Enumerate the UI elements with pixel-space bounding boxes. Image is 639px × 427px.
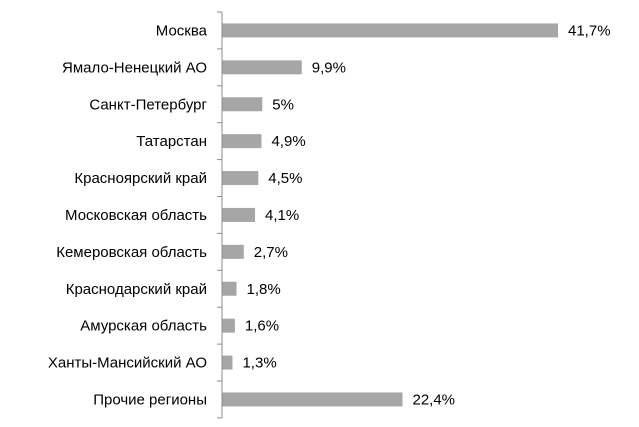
category-label: Кемеровская область bbox=[56, 244, 207, 261]
value-label: 5% bbox=[272, 96, 294, 113]
bar bbox=[222, 134, 262, 149]
bar bbox=[222, 392, 403, 407]
category-label: Санкт-Петербург bbox=[89, 96, 207, 113]
bar bbox=[222, 207, 256, 222]
category-label: Москва bbox=[156, 22, 208, 39]
bar bbox=[222, 23, 558, 38]
value-label: 22,4% bbox=[412, 391, 455, 408]
category-labels: Москва Ямало-Ненецкий АО Санкт-Петербург Та… bbox=[48, 22, 208, 408]
bar bbox=[222, 318, 235, 333]
value-labels: 41,7% 9,9% 5% 4,9% 4,5% 4,1% 2,7% 1,8% 1,6% 1,3% 2… bbox=[242, 22, 610, 408]
category-label: Краснодарский край bbox=[66, 281, 207, 298]
value-label: 1,3% bbox=[242, 355, 276, 372]
category-label: Татарстан bbox=[136, 133, 207, 150]
category-label: Красноярский край bbox=[74, 170, 207, 187]
value-label: 41,7% bbox=[568, 22, 611, 39]
value-label: 4,9% bbox=[271, 133, 305, 150]
bar bbox=[222, 60, 302, 75]
value-label: 1,6% bbox=[245, 318, 279, 335]
value-label: 4,1% bbox=[265, 207, 299, 224]
value-label: 2,7% bbox=[254, 244, 288, 261]
value-label: 4,5% bbox=[268, 170, 302, 187]
bars bbox=[222, 23, 558, 407]
category-label: Амурская область bbox=[80, 318, 207, 335]
category-label: Московская область bbox=[65, 207, 207, 224]
value-label: 1,8% bbox=[247, 281, 281, 298]
bar bbox=[222, 97, 263, 112]
category-label: Прочие регионы bbox=[93, 391, 207, 408]
bar bbox=[222, 355, 233, 370]
bar bbox=[222, 244, 244, 259]
bar bbox=[222, 171, 259, 186]
value-label: 9,9% bbox=[312, 59, 346, 76]
category-label: Ямало-Ненецкий АО bbox=[62, 59, 207, 76]
bar bbox=[222, 281, 237, 296]
category-label: Ханты-Мансийский АО bbox=[48, 355, 207, 372]
y-axis-ticks bbox=[217, 11, 222, 419]
